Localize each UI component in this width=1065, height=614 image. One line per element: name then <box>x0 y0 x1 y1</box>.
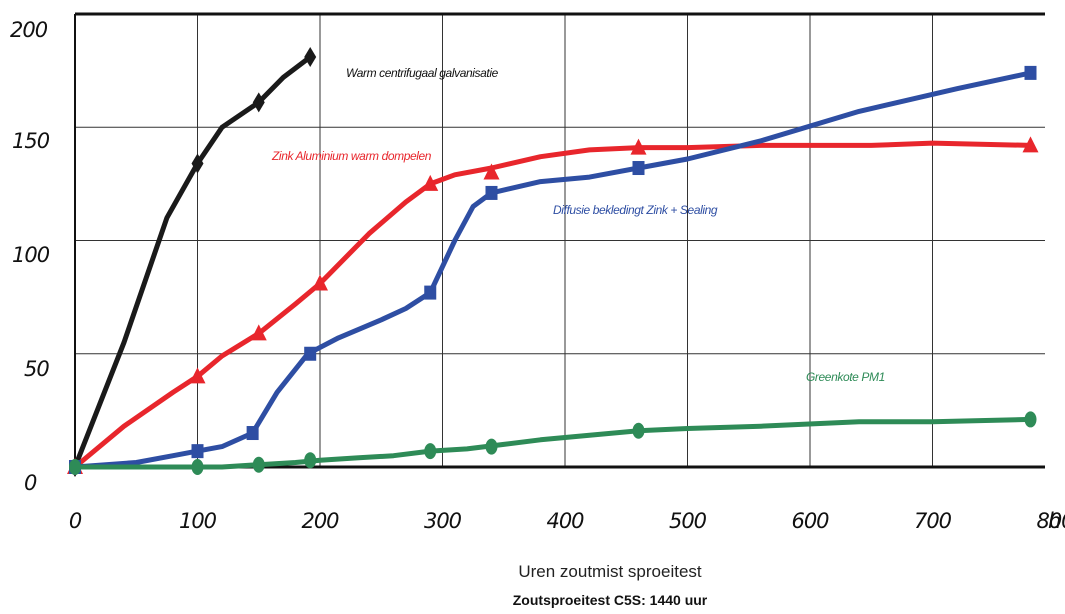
data-point-marker <box>424 285 437 300</box>
series-markers <box>67 47 1039 477</box>
x-tick-label: 700 <box>914 509 952 533</box>
x-tick-label: 0 <box>69 509 82 533</box>
x-tick-label: 300 <box>424 509 462 533</box>
series-line <box>72 416 1033 470</box>
data-point-marker <box>191 444 204 459</box>
data-point-marker <box>1024 65 1037 80</box>
data-point-marker <box>69 459 81 475</box>
data-point-marker <box>189 367 206 384</box>
data-point-marker <box>246 426 259 441</box>
series-label: Warm centrifugaal galvanisatie <box>346 66 499 80</box>
data-point-marker <box>1024 411 1037 428</box>
data-point-marker <box>252 456 265 473</box>
data-point-marker <box>483 163 500 180</box>
y-tick-label: 200 <box>10 18 48 42</box>
data-point-marker <box>304 452 317 469</box>
data-point-marker <box>191 153 204 174</box>
data-point-marker <box>632 422 645 439</box>
x-tick-label: 100 <box>179 509 217 533</box>
series-lines <box>72 54 1033 470</box>
data-point-marker <box>250 324 267 341</box>
data-point-marker <box>1022 136 1039 153</box>
x-tick-label: 400 <box>546 509 584 533</box>
data-point-marker <box>312 274 328 291</box>
data-point-marker <box>422 174 439 191</box>
y-tick-label: 0 <box>24 471 37 495</box>
data-point-marker <box>304 47 317 68</box>
x-tick-label: 600 <box>791 509 829 533</box>
data-point-marker <box>632 161 645 176</box>
data-point-marker <box>630 138 647 155</box>
ticks: 0 50 100 150 200 0 100 200 300 400 500 600 700 800h <box>10 18 1065 533</box>
y-tick-label: 150 <box>12 129 50 153</box>
series-label: Greenkote PM1 <box>806 370 885 384</box>
data-point-marker <box>252 92 265 113</box>
data-point-marker <box>304 346 317 361</box>
x-tick-label: 200 <box>301 509 339 533</box>
x-axis-label: Uren zoutmist sproeitest <box>518 562 702 581</box>
x-tick-label: 800 <box>1036 509 1065 533</box>
data-point-marker <box>424 443 437 460</box>
series-label: Diffusie bekledingt Zink + Sealing <box>553 203 718 217</box>
data-point-marker <box>485 438 498 455</box>
grid <box>75 14 1045 467</box>
data-point-marker <box>485 185 498 200</box>
data-point-marker <box>191 459 204 475</box>
y-tick-label: 50 <box>24 357 49 381</box>
chart: 0 50 100 150 200 0 100 200 300 400 500 600 700 800h W… <box>10 12 1065 533</box>
series-label: Zink Aluminium warm dompelen <box>271 149 432 163</box>
series-line <box>72 54 313 470</box>
chart-subtitle: Zoutsproeitest C5S: 1440 uur <box>512 592 708 608</box>
x-tick-label: 500 <box>669 509 707 533</box>
x-unit-label: h <box>1048 509 1060 533</box>
series-labels: Warm centrifugaal galvanisatie Zink Alumi… <box>271 66 885 384</box>
series-line <box>72 140 1033 470</box>
y-tick-label: 100 <box>12 243 50 267</box>
